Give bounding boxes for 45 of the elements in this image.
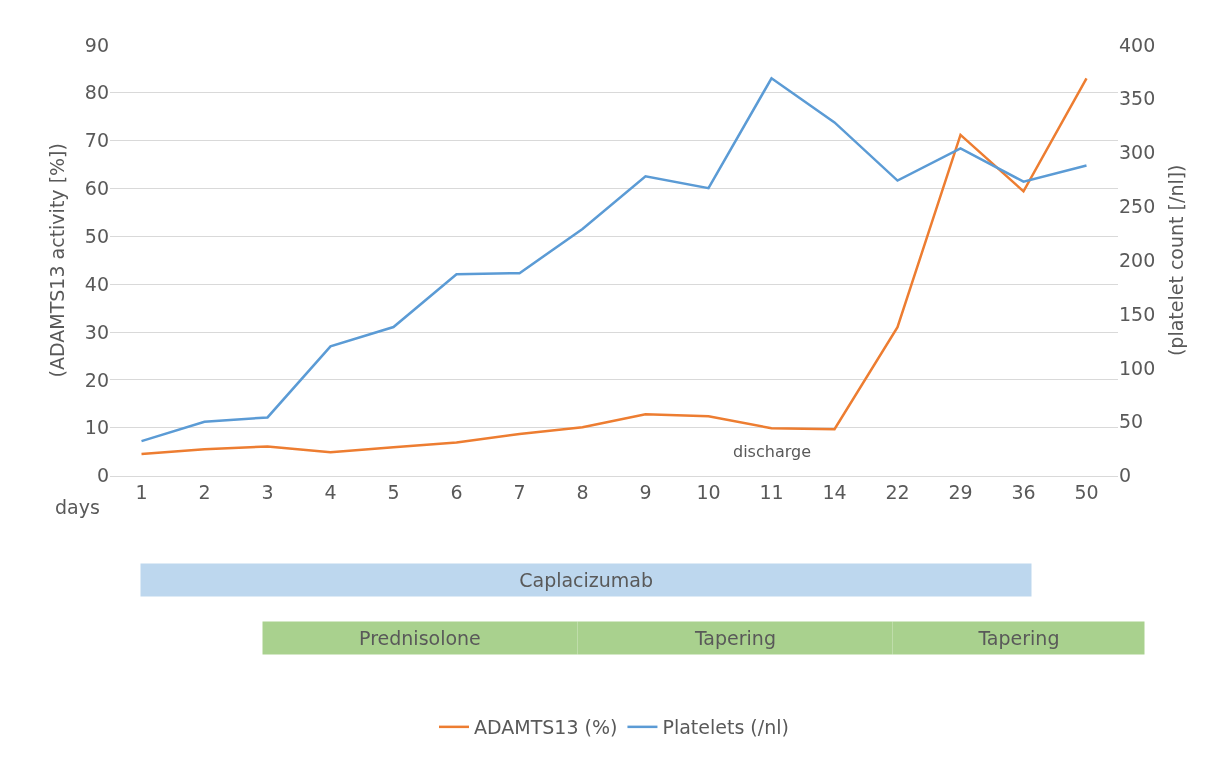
y-tick-label: 30 [84, 320, 109, 343]
y-tick-label: 80 [84, 81, 109, 104]
y2-tick-label: 350 [1119, 87, 1156, 110]
x-tick-label: 50 [1074, 481, 1099, 504]
x-tick-label: 10 [696, 481, 721, 504]
x-tick-label: 1 [135, 481, 148, 504]
y-tick-label: 60 [84, 177, 109, 200]
y-tick-label: 90 [84, 33, 109, 56]
y2-axis-title: (platelet count [/nl]) [1165, 164, 1188, 357]
x-tick-label: 36 [1011, 481, 1036, 504]
y2-tick-label: 200 [1119, 248, 1156, 271]
y2-tick-label: 300 [1119, 141, 1156, 164]
x-tick-label: 5 [387, 481, 400, 504]
y-tick-label: 40 [84, 272, 109, 295]
annotation: discharge [733, 442, 811, 461]
text: Tapering [693, 627, 776, 649]
text: Prednisolone [359, 627, 481, 649]
legend-label: Platelets (/nl) [662, 716, 789, 739]
y2-tick-label: 100 [1119, 356, 1156, 379]
legend-label: ADAMTS13 (%) [474, 716, 618, 739]
y2-tick-label: 400 [1119, 33, 1156, 56]
y-axis-title: (ADAMTS13 activity [%]) [45, 143, 68, 378]
x-tick-label: 2 [198, 481, 211, 504]
x-tick-label: 6 [450, 481, 463, 504]
y-tick-label: 0 [96, 464, 109, 487]
y2-tick-label: 150 [1119, 302, 1156, 325]
x-tick-label: 14 [822, 481, 847, 504]
y2-tick-label: 50 [1119, 410, 1144, 433]
y-tick-label: 50 [84, 224, 109, 247]
text: Caplacizumab [519, 569, 654, 591]
y2-tick-label: 0 [1119, 464, 1132, 487]
x-tick-label: 22 [885, 481, 910, 504]
x-tick-label: 7 [513, 481, 526, 504]
x-tick-label: 29 [948, 481, 973, 504]
x-tick-label: 11 [759, 481, 784, 504]
x-axis-title: days [55, 496, 100, 518]
x-tick-label: 3 [261, 481, 274, 504]
y-tick-label: 10 [84, 416, 109, 439]
y-tick-label: 70 [84, 129, 109, 152]
y2-tick-label: 250 [1119, 195, 1156, 218]
x-tick-label: 9 [639, 481, 652, 504]
x-tick-label: 4 [324, 481, 337, 504]
x-tick-label: 8 [576, 481, 589, 504]
y-tick-label: 20 [84, 368, 109, 391]
text: Tapering [977, 627, 1060, 649]
